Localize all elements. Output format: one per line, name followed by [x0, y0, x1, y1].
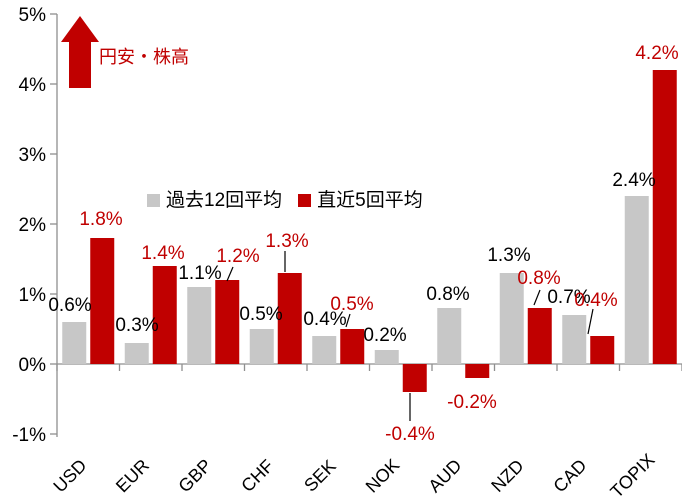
label-leader-line — [226, 266, 234, 282]
legend-item-recent5: 直近5回平均 — [298, 191, 423, 210]
y-axis-label: -1% — [12, 425, 46, 446]
value-label-nok-past12: 0.2% — [363, 325, 406, 346]
y-axis-label: 5% — [19, 5, 47, 26]
bar-gbp-past12 — [187, 287, 212, 364]
legend-label-recent5: 直近5回平均 — [317, 190, 423, 211]
x-category-label-gbp: GBP — [174, 455, 215, 496]
y-axis-label: 0% — [19, 355, 47, 376]
value-label-topix-past12: 2.4% — [612, 170, 655, 191]
bar-eur-past12 — [124, 343, 149, 364]
value-label-nzd-past12: 1.3% — [487, 245, 530, 266]
value-label-sek-past12: 0.4% — [303, 309, 346, 330]
x-category-label-nok: NOK — [362, 455, 404, 497]
value-label-eur-recent5: 1.4% — [141, 243, 184, 264]
bar-cad-past12 — [562, 315, 587, 364]
bar-sek-recent5 — [340, 329, 365, 364]
value-label-usd-past12: 0.6% — [48, 295, 91, 316]
value-label-gbp-recent5: 1.2% — [216, 246, 259, 267]
bar-cad-recent5 — [590, 336, 615, 364]
bar-aud-recent5 — [465, 364, 490, 378]
x-category-label-cad: CAD — [549, 455, 590, 496]
y-axis-label: 3% — [19, 145, 47, 166]
value-label-topix-recent5: 4.2% — [635, 43, 678, 64]
bar-aud-past12 — [437, 308, 462, 364]
x-category-label-chf: CHF — [237, 456, 277, 496]
bar-nzd-past12 — [499, 273, 524, 364]
label-leader-line — [587, 308, 594, 335]
up-arrow-icon — [61, 16, 99, 88]
bar-chf-past12 — [249, 329, 274, 364]
value-label-gbp-past12: 1.1% — [178, 263, 221, 284]
value-label-eur-past12: 0.3% — [115, 315, 158, 336]
x-category-label-aud: AUD — [424, 455, 465, 496]
bar-topix-past12 — [624, 196, 649, 364]
legend-swatch-past12-icon — [147, 194, 160, 207]
bar-usd-past12 — [62, 322, 87, 364]
value-label-sek-recent5: 0.5% — [330, 294, 373, 315]
bar-gbp-recent5 — [215, 280, 240, 364]
value-label-nok-recent5: -0.4% — [385, 424, 435, 445]
bar-eur-recent5 — [152, 266, 177, 364]
bar-sek-past12 — [312, 336, 337, 364]
legend-swatch-recent5-icon — [298, 194, 312, 207]
value-label-usd-recent5: 1.8% — [79, 209, 122, 230]
value-label-cad-past12: 0.7% — [547, 287, 590, 308]
bar-nok-past12 — [374, 350, 399, 364]
value-label-nzd-recent5: 0.8% — [517, 268, 560, 289]
x-category-label-eur: EUR — [112, 455, 153, 496]
value-label-chf-recent5: 1.3% — [265, 231, 308, 252]
y-axis-label: 2% — [19, 215, 47, 236]
y-axis-label: 1% — [19, 285, 47, 306]
value-label-aud-recent5: -0.2% — [447, 392, 497, 413]
legend-label-past12: 過去12回平均 — [166, 190, 283, 211]
bar-nzd-recent5 — [527, 308, 552, 364]
bar-chf-recent5 — [277, 273, 302, 364]
x-category-label-sek: SEK — [300, 456, 340, 496]
y-axis-label: 4% — [19, 75, 47, 96]
legend-item-past12: 過去12回平均 — [147, 191, 282, 210]
label-leader-line — [533, 289, 541, 306]
bar-nok-recent5 — [402, 364, 427, 392]
legend: 過去12回平均 直近5回平均 — [147, 191, 423, 210]
bar-topix-recent5 — [652, 70, 677, 364]
bar-usd-recent5 — [90, 238, 115, 364]
value-label-chf-past12: 0.5% — [239, 304, 282, 325]
x-category-label-nzd: NZD — [487, 456, 527, 496]
x-category-label-usd: USD — [49, 455, 90, 496]
x-category-label-topix: TOPIX — [606, 450, 658, 501]
label-leader-line — [345, 313, 351, 328]
annotation-label: 円安・株高 — [99, 47, 189, 67]
value-label-cad-recent5: 0.4% — [574, 290, 617, 311]
value-label-aud-past12: 0.8% — [426, 284, 469, 305]
